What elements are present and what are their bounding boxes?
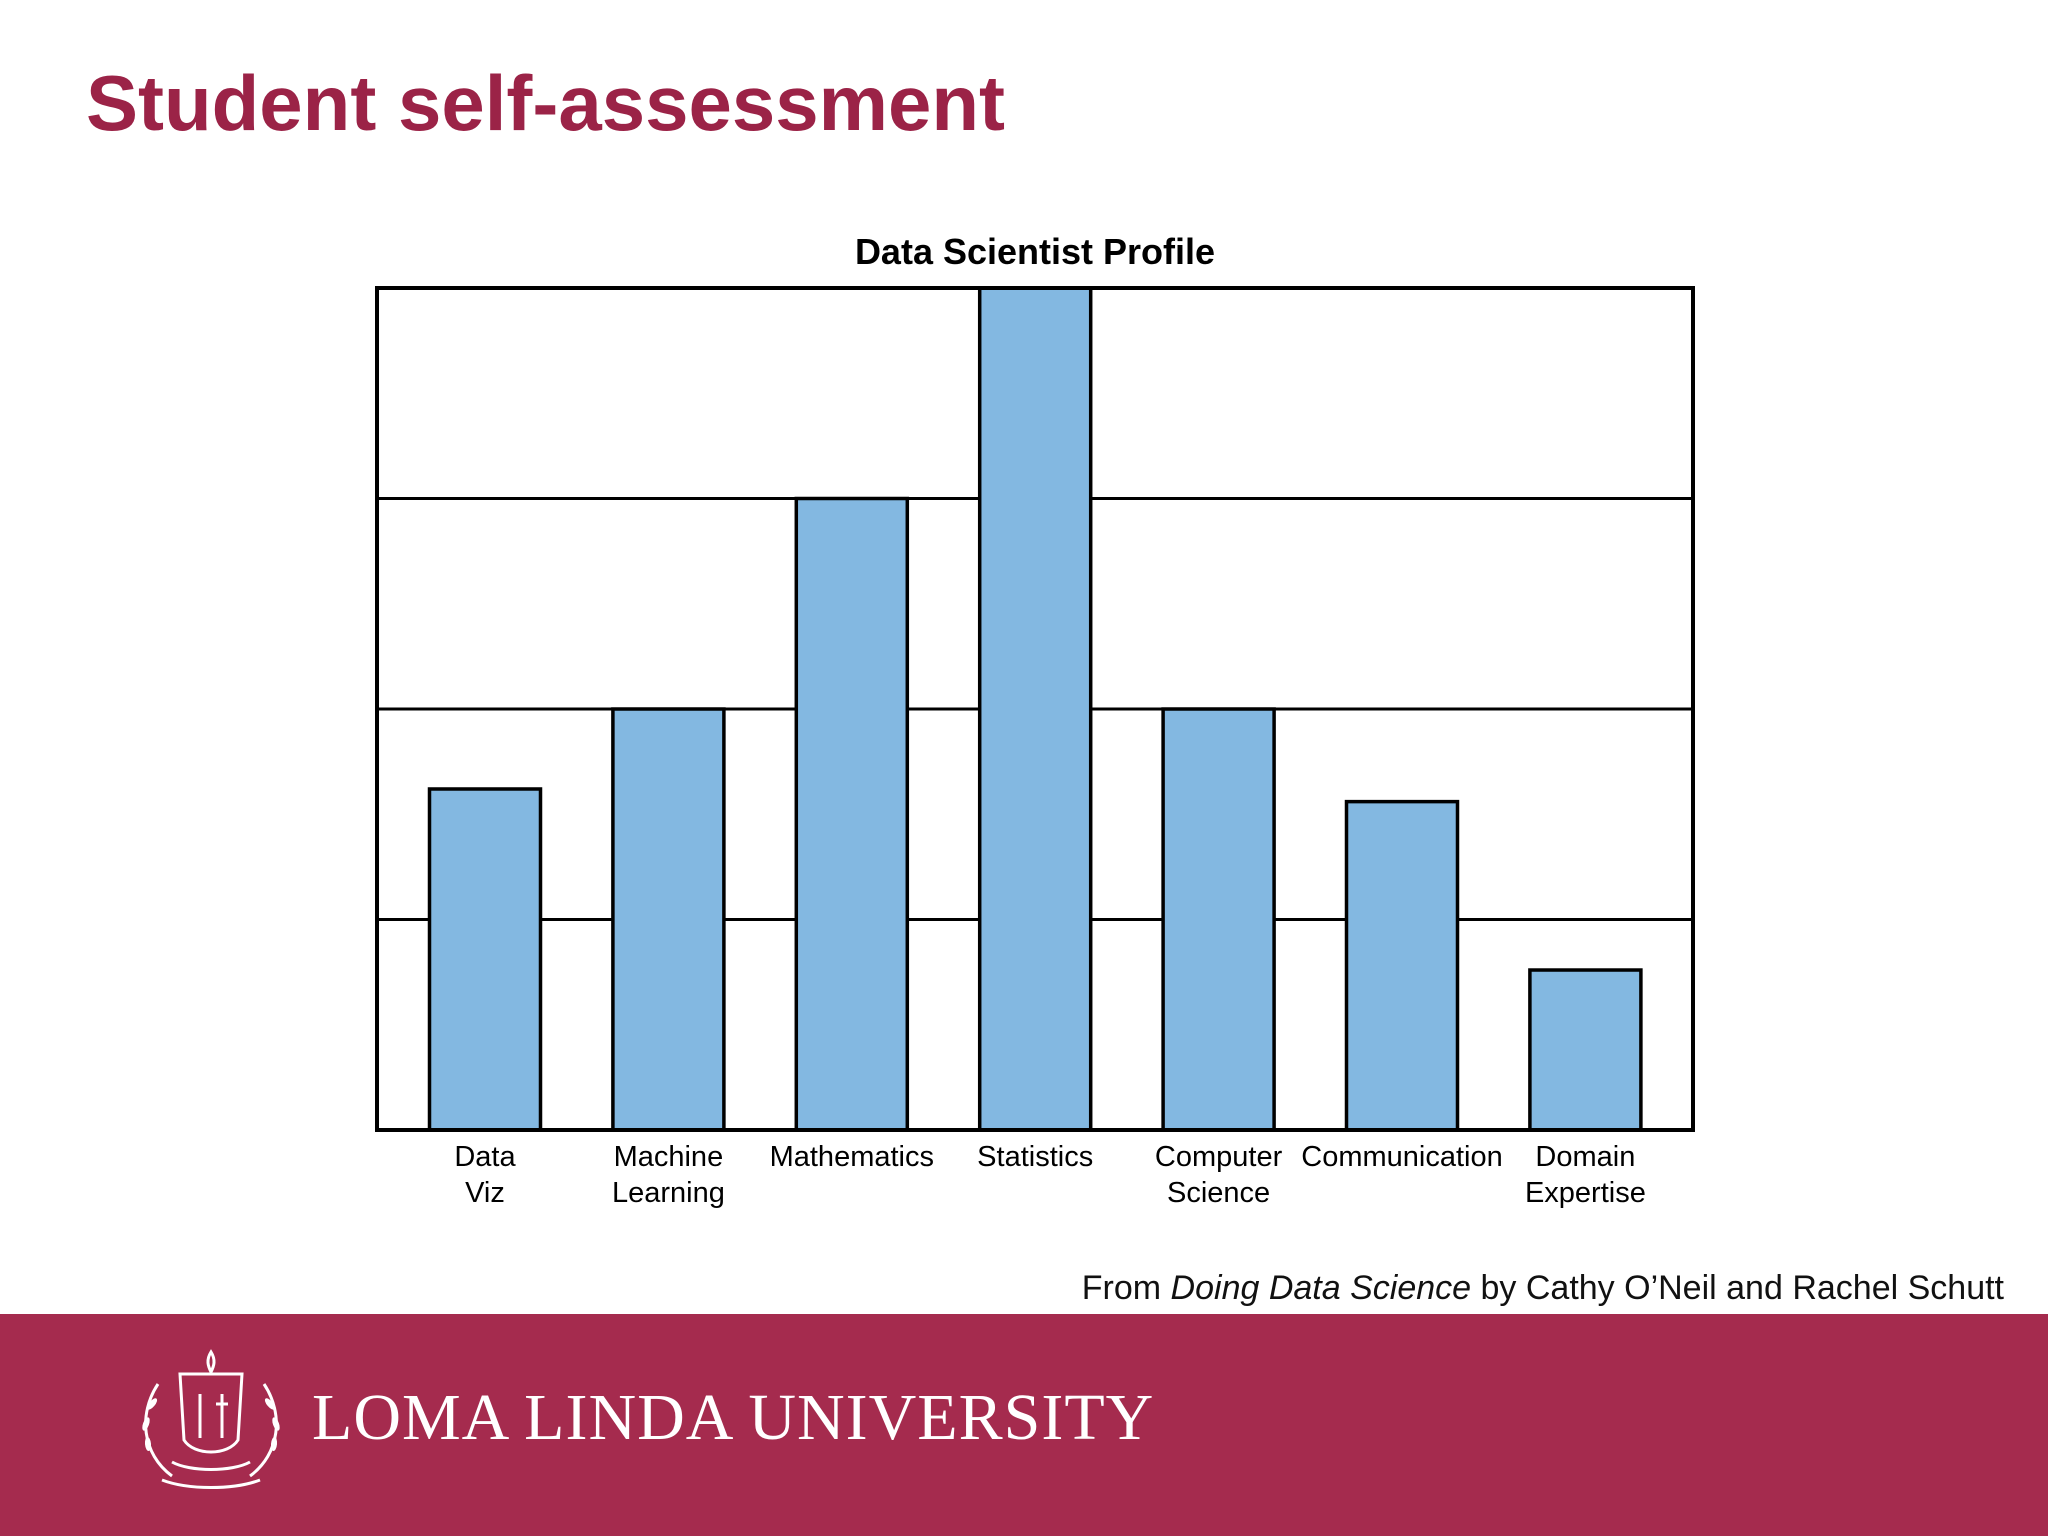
slide-title: Student self-assessment <box>86 59 1005 147</box>
chart-title: Data Scientist Profile <box>855 231 1215 272</box>
x-tick-label-line: Machine <box>614 1141 724 1173</box>
x-tick-label-line: Viz <box>465 1177 505 1209</box>
bar-domain-expertise <box>1528 968 1643 1132</box>
x-tick-label-line: Communication <box>1301 1141 1502 1173</box>
x-tick-label-line: Science <box>1167 1177 1270 1209</box>
bar-data-viz <box>427 787 543 1132</box>
x-tick-label-data-viz: Data Viz <box>454 1141 516 1209</box>
bar-statistics <box>977 286 1093 1132</box>
citation-authors: by Cathy O’Neil and Rachel Schutt <box>1471 1269 2005 1307</box>
plot-frame <box>375 286 1695 1132</box>
x-tick-label-statistics: Statistics <box>977 1141 1093 1173</box>
x-tick-label-line: Domain <box>1535 1141 1635 1173</box>
bar-machine-learning <box>611 707 726 1132</box>
x-tick-label-communication: Communication <box>1301 1141 1502 1173</box>
x-tick-label-line: Data <box>454 1141 516 1173</box>
bar-computer-science <box>1161 707 1276 1132</box>
university-seal-icon <box>142 1349 280 1489</box>
university-name: LOMA LINDA UNIVERSITY <box>312 1381 1155 1454</box>
x-tick-label-line: Mathematics <box>770 1141 934 1173</box>
x-tick-label-domain-expertise: Domain Expertise <box>1525 1141 1646 1209</box>
citation-book-title: Doing Data Science <box>1170 1269 1472 1307</box>
footer-band <box>0 1314 2048 1536</box>
x-tick-label-line: Expertise <box>1525 1177 1646 1209</box>
x-tick-label-line: Learning <box>612 1177 725 1209</box>
bar-mathematics <box>794 496 910 1132</box>
x-tick-label-computer-science: Computer Science <box>1155 1141 1283 1209</box>
data-scientist-profile-chart: Data Scientist Profile Data Viz Machine Lea… <box>375 231 1695 1209</box>
bar-communication <box>1344 799 1460 1132</box>
x-tick-label-mathematics: Mathematics <box>770 1141 934 1173</box>
x-tick-label-line: Statistics <box>977 1141 1093 1173</box>
citation: From Doing Data Science by Cathy O’Neil … <box>1082 1268 2004 1308</box>
citation-prefix: From <box>1081 1269 1171 1307</box>
x-tick-label-line: Computer <box>1155 1141 1283 1173</box>
x-tick-label-machine-learning: Machine Learning <box>612 1141 725 1209</box>
